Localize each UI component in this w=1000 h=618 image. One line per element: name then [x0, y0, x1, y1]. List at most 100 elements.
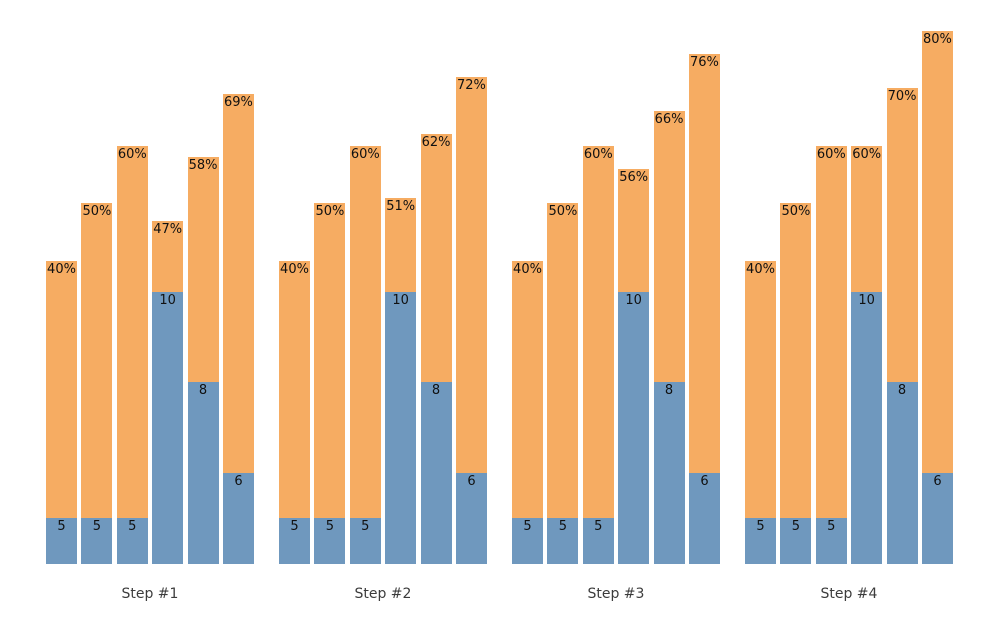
bar-percent-label: 40% [47, 262, 76, 277]
bar-value-label: 5 [57, 519, 66, 534]
bar-percent-label: 50% [315, 204, 345, 219]
bar-value-label: 5 [594, 519, 603, 534]
bar-percent-label: 40% [280, 262, 309, 277]
bar-blue-segment: 8 [420, 382, 452, 564]
bar-percent-label: 60% [852, 147, 882, 162]
stacked-bar: 72% 6 [455, 77, 487, 564]
stacked-bar: 66% 8 [653, 111, 685, 564]
bar-blue-segment: 5 [81, 518, 113, 564]
bar-percent-label: 58% [188, 158, 218, 173]
bar-blue-segment: 5 [116, 518, 148, 564]
bar-percent-label: 66% [654, 112, 684, 127]
bar-value-label: 8 [198, 383, 208, 398]
bar-value-label: 5 [558, 519, 568, 534]
bar-blue-segment: 8 [187, 382, 219, 564]
group-axis-label: Step #2 [354, 586, 412, 602]
stacked-bar: 60% 5 [582, 146, 614, 564]
bar-percent-label: 51% [386, 199, 416, 214]
stacked-bar: 69% 6 [222, 94, 254, 564]
bar-blue-segment: 5 [349, 518, 381, 564]
bar-blue-segment: 5 [582, 518, 614, 564]
bar-blue-segment: 8 [653, 382, 685, 564]
stacked-bar: 50% 5 [780, 203, 812, 564]
bar-percent-label: 50% [781, 204, 811, 219]
bar-blue-segment: 5 [314, 518, 346, 564]
bar-value-label: 5 [756, 519, 765, 534]
bar-group: 40% 5 50% 5 60% 5 56% 10 66% 8 76% 6 Step #3 [512, 54, 720, 602]
bar-blue-segment: 6 [688, 473, 720, 564]
group-axis-label: Step #1 [121, 586, 179, 602]
bar-percent-label: 40% [513, 262, 542, 277]
bar-blue-segment: 8 [886, 382, 918, 564]
bar-blue-segment: 5 [547, 518, 579, 564]
bar-percent-label: 50% [82, 204, 112, 219]
stacked-bar: 40% 5 [512, 261, 543, 564]
bar-value-label: 5 [361, 519, 370, 534]
bar-blue-segment: 5 [780, 518, 812, 564]
bar-value-label: 10 [625, 293, 642, 308]
stacked-bar: 40% 5 [279, 261, 310, 564]
stacked-bar: 50% 5 [314, 203, 346, 564]
bar-value-label: 6 [234, 474, 243, 489]
bar-percent-label: 60% [583, 147, 613, 162]
bar-blue-segment: 5 [512, 518, 543, 564]
bar-value-label: 6 [700, 474, 709, 489]
bar-percent-label: 80% [923, 32, 952, 47]
stacked-bar: 60% 5 [116, 146, 148, 564]
bar-percent-label: 60% [117, 147, 147, 162]
bar-value-label: 5 [92, 519, 102, 534]
group-axis-label: Step #4 [820, 586, 878, 602]
bar-blue-segment: 5 [279, 518, 310, 564]
bar-percent-label: 56% [619, 170, 649, 185]
bar-value-label: 10 [858, 293, 875, 308]
bar-percent-label: 40% [746, 262, 775, 277]
bar-percent-label: 50% [548, 204, 578, 219]
stacked-bar: 50% 5 [547, 203, 579, 564]
bar-blue-segment: 10 [851, 292, 883, 564]
bar-value-label: 8 [431, 383, 441, 398]
stacked-bar: 58% 8 [187, 157, 219, 564]
bar-value-label: 5 [290, 519, 299, 534]
bar-blue-segment: 10 [385, 292, 417, 564]
bar-group: 40% 5 50% 5 60% 5 60% 10 70% 8 80% 6 Step #4 [745, 31, 953, 602]
stacked-bar: 51% 10 [385, 198, 417, 564]
bar-blue-segment: 5 [815, 518, 847, 564]
bar-value-label: 10 [392, 293, 409, 308]
bar-percent-label: 69% [224, 95, 253, 110]
bar-percent-label: 47% [153, 222, 183, 237]
stacked-bar: 62% 8 [420, 134, 452, 564]
stacked-bar: 60% 5 [349, 146, 381, 564]
bar-percent-label: 60% [816, 147, 846, 162]
bar-value-label: 5 [128, 519, 137, 534]
bar-value-label: 5 [791, 519, 801, 534]
stacked-bar: 60% 10 [851, 146, 883, 564]
bar-value-label: 5 [827, 519, 836, 534]
stacked-bar: 60% 5 [815, 146, 847, 564]
bar-group: 40% 5 50% 5 60% 5 47% 10 58% 8 69% 6 Step #1 [46, 94, 254, 602]
bar-value-label: 8 [664, 383, 674, 398]
bar-percent-label: 60% [350, 147, 380, 162]
bar-value-label: 5 [325, 519, 335, 534]
bar-blue-segment: 5 [46, 518, 77, 564]
bar-percent-label: 70% [887, 89, 917, 104]
bar-value-label: 5 [523, 519, 532, 534]
bar-value-label: 8 [897, 383, 907, 398]
bar-percent-label: 72% [457, 78, 486, 93]
bar-value-label: 10 [159, 293, 176, 308]
bar-percent-label: 76% [690, 55, 719, 70]
bar-blue-segment: 6 [222, 473, 254, 564]
bar-percent-label: 62% [421, 135, 451, 150]
stacked-bar: 76% 6 [688, 54, 720, 564]
bar-value-label: 6 [467, 474, 476, 489]
stacked-bar: 50% 5 [81, 203, 113, 564]
bar-blue-segment: 10 [618, 292, 650, 564]
stacked-bar: 80% 6 [921, 31, 953, 564]
stacked-bar: 70% 8 [886, 88, 918, 564]
bar-blue-segment: 6 [921, 473, 953, 564]
stacked-bar: 56% 10 [618, 169, 650, 564]
bar-blue-segment: 5 [745, 518, 776, 564]
group-axis-label: Step #3 [587, 586, 645, 602]
bar-blue-segment: 10 [152, 292, 184, 564]
bar-group: 40% 5 50% 5 60% 5 51% 10 62% 8 72% 6 Step #2 [279, 77, 487, 602]
